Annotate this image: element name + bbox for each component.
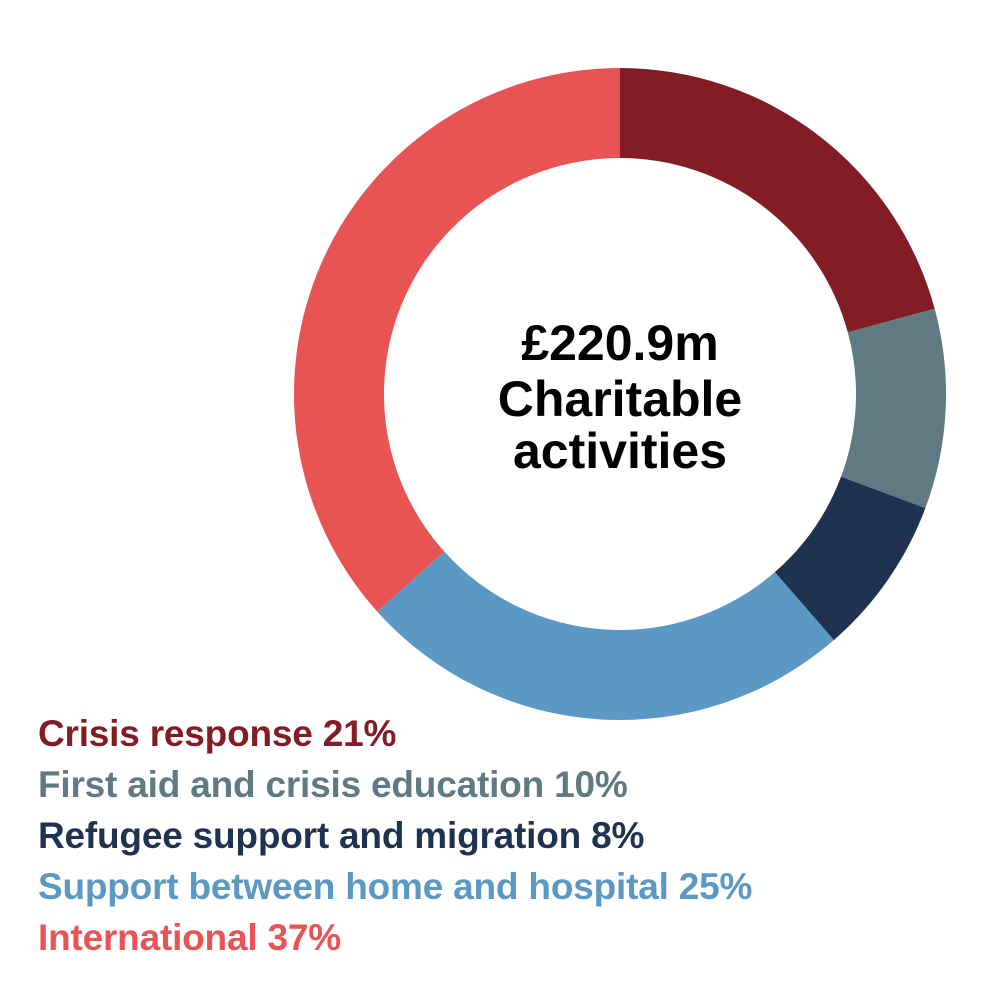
legend-percent: 25% [678, 866, 753, 907]
legend-label: International [38, 917, 258, 958]
slice-refugee-support [774, 476, 926, 641]
legend-label: Support between home and hospital [38, 866, 669, 907]
legend-item-international: International 37% [38, 912, 752, 963]
slice-crisis-response [620, 68, 935, 333]
legend-item-first-aid-education: First aid and crisis education 10% [38, 759, 752, 810]
center-label-line-2: Charitable [498, 371, 743, 427]
legend-percent: 21% [322, 713, 397, 754]
slice-first-aid-education [841, 308, 947, 509]
legend-item-crisis-response: Crisis response 21% [38, 708, 752, 759]
legend-label: Crisis response [38, 713, 313, 754]
legend-percent: 8% [591, 815, 645, 856]
legend-label: Refugee support and migration [38, 815, 582, 856]
legend-label: First aid and crisis education [38, 764, 544, 805]
legend: Crisis response 21% First aid and crisis… [38, 708, 752, 963]
legend-item-refugee-support: Refugee support and migration 8% [38, 810, 752, 861]
slice-home-and-hospital [377, 551, 834, 720]
slice-international [293, 67, 620, 612]
donut-slices [293, 67, 947, 720]
center-label-line-3: activities [513, 423, 727, 479]
legend-percent: 10% [554, 764, 628, 805]
legend-item-home-and-hospital: Support between home and hospital 25% [38, 861, 752, 912]
legend-percent: 37% [267, 917, 342, 958]
center-label-amount: £220.9m [521, 315, 718, 371]
